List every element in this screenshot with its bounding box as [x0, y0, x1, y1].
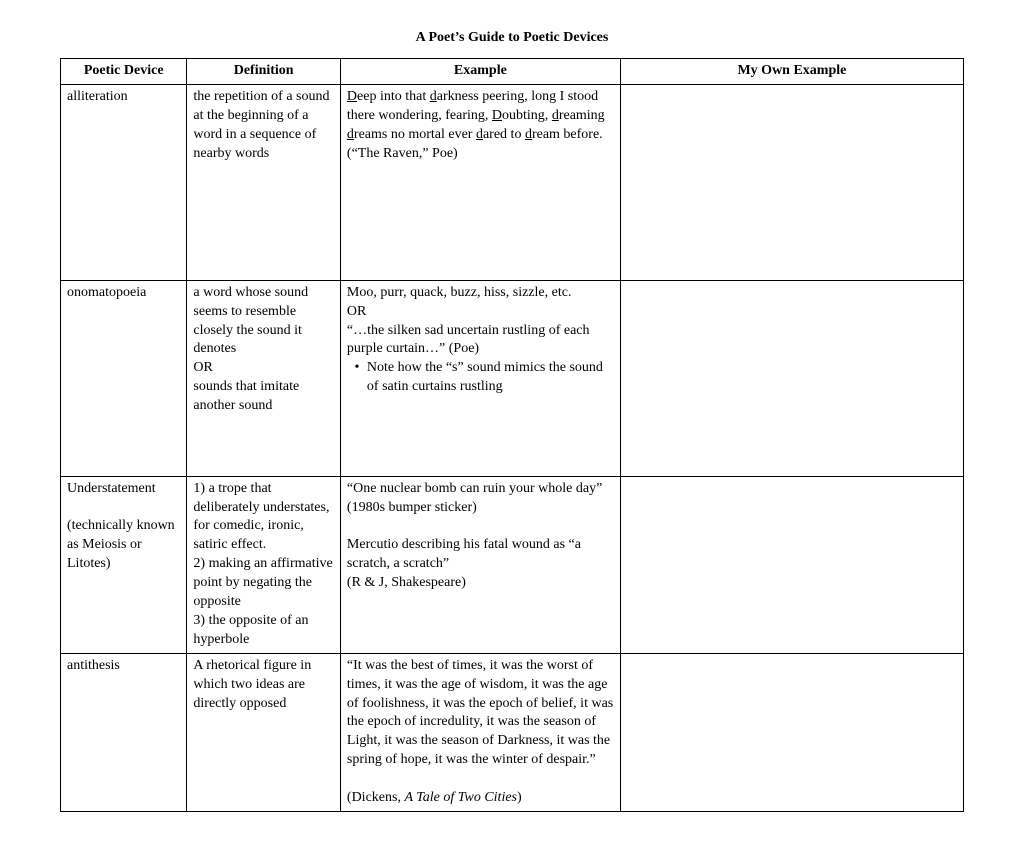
cell-device: onomatopoeia	[61, 280, 187, 476]
cell-definition: the repetition of a sound at the beginni…	[187, 84, 341, 280]
cell-own-example	[620, 653, 963, 811]
cell-example: “One nuclear bomb can ruin your whole da…	[340, 476, 620, 653]
table-header-row: Poetic Device Definition Example My Own …	[61, 59, 964, 85]
table-body: alliterationthe repetition of a sound at…	[61, 84, 964, 811]
cell-definition: 1) a trope that deliberately understates…	[187, 476, 341, 653]
table-row: onomatopoeiaa word whose sound seems to …	[61, 280, 964, 476]
cell-device: alliteration	[61, 84, 187, 280]
table-row: alliterationthe repetition of a sound at…	[61, 84, 964, 280]
cell-example: Deep into that darkness peering, long I …	[340, 84, 620, 280]
cell-device: antithesis	[61, 653, 187, 811]
page-title: A Poet’s Guide to Poetic Devices	[60, 30, 964, 46]
col-header-own-example: My Own Example	[620, 59, 963, 85]
cell-example: “It was the best of times, it was the wo…	[340, 653, 620, 811]
cell-own-example	[620, 280, 963, 476]
table-row: antithesisA rhetorical figure in which t…	[61, 653, 964, 811]
col-header-device: Poetic Device	[61, 59, 187, 85]
cell-definition: A rhetorical figure in which two ideas a…	[187, 653, 341, 811]
cell-example: Moo, purr, quack, buzz, hiss, sizzle, et…	[340, 280, 620, 476]
cell-own-example	[620, 84, 963, 280]
cell-device: Understatement(technically known as Meio…	[61, 476, 187, 653]
cell-own-example	[620, 476, 963, 653]
col-header-definition: Definition	[187, 59, 341, 85]
table-row: Understatement(technically known as Meio…	[61, 476, 964, 653]
col-header-example: Example	[340, 59, 620, 85]
poetic-devices-table: Poetic Device Definition Example My Own …	[60, 58, 964, 812]
cell-definition: a word whose sound seems to resemble clo…	[187, 280, 341, 476]
